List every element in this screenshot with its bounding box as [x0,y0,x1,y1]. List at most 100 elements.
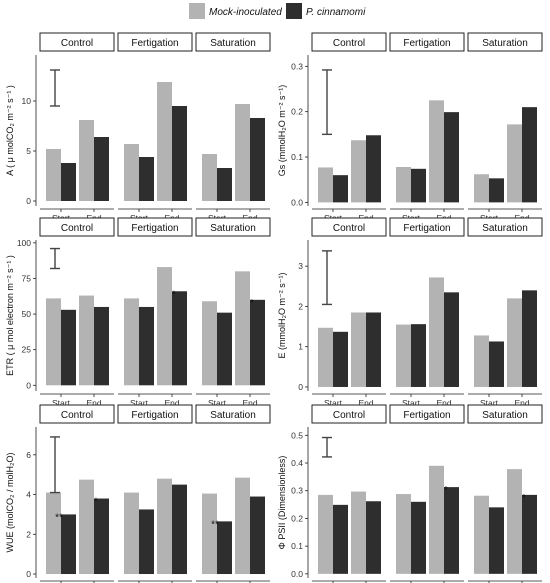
bar-mock-inoculated [157,478,172,575]
facet-label: Control [333,410,365,421]
bar-mock-inoculated [351,140,366,203]
significance-marker: ** [211,519,219,530]
y-tick-label: 25 [22,345,32,355]
bar-p-cinnamomi [139,509,154,575]
bar-p-cinnamomi [61,309,76,386]
legend: Mock-inoculated P. cinnamomi [189,3,366,19]
bar-mock-inoculated [396,324,411,387]
bar-mock-inoculated [351,312,366,387]
bar-mock-inoculated [46,149,61,201]
bar-p-cinnamomi [444,487,459,574]
bar-p-cinnamomi [94,498,109,575]
bar-p-cinnamomi [217,168,232,201]
bar-mock-inoculated [507,469,522,574]
facet-strip [467,404,543,424]
y-axis-label: Gs (mmolH₂O m⁻² s⁻¹) [277,85,287,176]
legend-swatch-pc [286,3,302,19]
facet-strip [195,217,271,237]
x-tick-label: Start [480,398,499,408]
y-tick-label: 0.1 [291,541,303,551]
bar-p-cinnamomi [172,484,187,575]
facet-strip [39,32,115,52]
x-tick-label: End [242,398,257,408]
facet-strip [389,32,465,52]
significance-marker: * [522,493,526,504]
significance-marker: * [94,497,98,508]
y-axis-label: ETR ( μ mol electron m⁻² s⁻¹ ) [5,255,15,376]
bar-mock-inoculated [318,327,333,387]
significance-marker: * [172,289,176,300]
y-tick-label: 0 [26,380,31,390]
y-tick-label: 0 [298,382,303,392]
y-tick-label: 0.1 [291,152,303,162]
x-tick-label: End [86,398,101,408]
y-tick-label: 2 [26,529,31,539]
bar-p-cinnamomi [522,107,537,203]
x-tick-label: Start [208,398,227,408]
bar-mock-inoculated [124,298,139,386]
facet-label: Fertigation [131,410,178,421]
bar-mock-inoculated [157,82,172,201]
facet-label: Control [61,38,93,49]
bar-mock-inoculated [429,100,444,203]
x-tick-label: Start [52,398,71,408]
bar-p-cinnamomi [94,306,109,386]
bar-p-cinnamomi [94,137,109,201]
significance-marker: * [250,298,254,309]
x-tick-label: End [164,398,179,408]
x-tick-label: End [358,398,373,408]
bar-p-cinnamomi [61,163,76,201]
y-tick-label: 2 [298,301,303,311]
y-tick-label: 0.4 [291,458,303,468]
y-tick-label: 100 [17,238,31,248]
facet-strip [195,404,271,424]
facet-label: Control [61,410,93,421]
facet-strip [311,32,387,52]
y-tick-label: 0.2 [291,513,303,523]
facet-label: Saturation [210,410,256,421]
y-tick-label: 0.3 [291,486,303,496]
significance-marker: ** [55,512,63,523]
bar-p-cinnamomi [250,118,265,201]
bar-mock-inoculated [157,267,172,386]
facet-label: Fertigation [403,38,450,49]
bar-mock-inoculated [474,335,489,387]
bar-mock-inoculated [318,167,333,203]
bar-p-cinnamomi [333,175,348,203]
facet-label: Saturation [482,38,528,49]
y-tick-label: 0.2 [291,107,303,117]
bar-mock-inoculated [202,154,217,201]
facet-strip [39,404,115,424]
bar-mock-inoculated [396,494,411,574]
bar-mock-inoculated [507,298,522,387]
facet-label: Fertigation [403,410,450,421]
x-tick-label: Start [402,398,421,408]
facet-strip [389,404,465,424]
y-tick-label: 5 [26,146,31,156]
chart-panel-4: 0 1 2 3 E (mmolH₂O m⁻² s⁻¹) Control Start End Fe… [277,217,543,408]
bar-p-cinnamomi [489,178,504,203]
bar-p-cinnamomi [366,135,381,203]
facet-strip [117,404,193,424]
y-tick-label: 75 [22,273,32,283]
bar-p-cinnamomi [522,290,537,387]
y-tick-label: 4 [26,490,31,500]
bar-p-cinnamomi [489,341,504,387]
bar-p-cinnamomi [139,157,154,201]
bar-p-cinnamomi [522,494,537,574]
chart-panel-2: 0.0 0.1 0.2 0.3 Gs (mmolH₂O m⁻² s⁻¹) Control S… [277,32,543,223]
bar-p-cinnamomi [366,312,381,387]
y-tick-label: 6 [26,450,31,460]
y-axis-label: A ( μ molCO₂ m⁻² s⁻¹ ) [5,85,15,176]
facet-strip [311,217,387,237]
facet-strip [311,404,387,424]
y-tick-label: 0.3 [291,61,303,71]
bar-mock-inoculated [235,271,250,386]
bar-p-cinnamomi [172,106,187,201]
bar-p-cinnamomi [366,501,381,574]
bar-mock-inoculated [429,465,444,574]
significance-marker: * [444,485,448,496]
